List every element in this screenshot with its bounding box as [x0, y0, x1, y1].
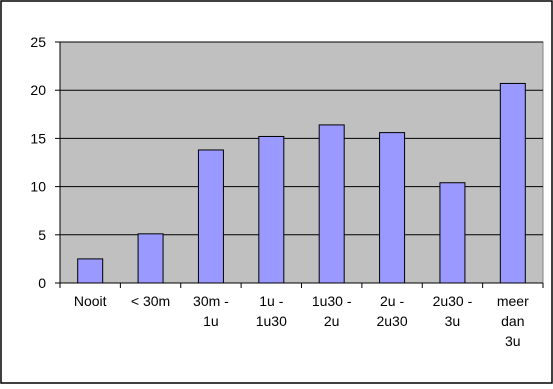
bars [77, 82, 526, 284]
x-tick-label: meer dan 3u [497, 293, 529, 349]
bar [439, 182, 466, 284]
y-tick-label: 5 [38, 227, 46, 243]
bar [77, 258, 104, 284]
x-tick-label-line: 1u30 - [312, 293, 352, 309]
x-tick-label-line: 1u30 [256, 313, 287, 329]
x-tick-label-line: 2u - [380, 293, 404, 309]
x-tick-label-line: 30m - [193, 293, 229, 309]
y-tick-label: 15 [30, 130, 46, 146]
x-tick-label-line: 2u [324, 313, 340, 329]
x-tick-label-line: 2u30 [376, 313, 407, 329]
x-tick-label-line: meer [497, 293, 529, 309]
x-tick-label-line: 1u - [259, 293, 283, 309]
x-tick-label-line: < 30m [131, 293, 170, 309]
y-tick-label: 25 [30, 34, 46, 50]
x-tick-label: 1u30 - 2u [312, 293, 352, 329]
bar [499, 82, 526, 284]
x-tick-label: 1u - 1u30 [256, 293, 287, 329]
bar [197, 149, 224, 284]
y-tick-label: 20 [30, 82, 46, 98]
x-tick-label-line: 3u [505, 333, 521, 349]
x-tick-label: Nooit [74, 293, 107, 309]
x-tick-label-line: 1u [203, 313, 219, 329]
y-axis: 0 5 10 15 20 25 [30, 34, 60, 291]
x-tick-label-line: 2u30 - [433, 293, 473, 309]
x-tick-label: < 30m [131, 293, 170, 309]
y-tick-label: 10 [30, 179, 46, 195]
x-tick-label: 30m - 1u [193, 293, 229, 329]
x-axis: Nooit < 30m 30m - 1u 1u - 1u30 1u30 - 2u 2u - 2u3… [59, 283, 544, 349]
bar [137, 233, 164, 284]
bar [318, 124, 345, 284]
x-tick-label-line: dan [501, 313, 524, 329]
plot-area [59, 41, 544, 284]
x-tick-label: 2u - 2u30 [376, 293, 407, 329]
bar [258, 135, 285, 284]
x-tick-label-line: 3u [445, 313, 461, 329]
x-tick-label: 2u30 - 3u [433, 293, 473, 329]
bar [379, 132, 406, 284]
x-tick-label-line: Nooit [74, 293, 107, 309]
y-tick-label: 0 [38, 275, 46, 291]
